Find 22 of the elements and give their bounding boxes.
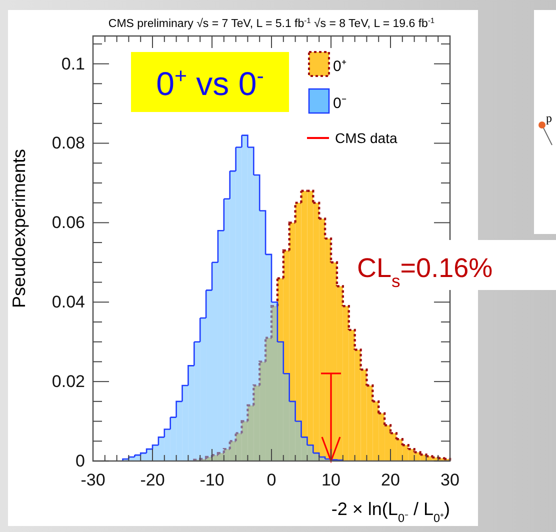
annotation: 0$^{+}$ vs 0$^{-}$ [156, 64, 264, 102]
x-tick-label: 0 [266, 470, 276, 490]
chart-title: CMS preliminary √s = 7 TeV, L = 5.1 fb$^{-1}$ √s = 8 TeV, L = 19.6 fb$^{-1}$ [108, 16, 435, 30]
text: p [546, 111, 552, 125]
x-tick-label: -30 [80, 470, 106, 490]
x-axis-title: -2 × ln(L$_{0⁻}$ / L$_{0⁺}$) [331, 499, 450, 524]
legend-label: CMS data [335, 130, 398, 146]
y-axis-title: Pseudoexperiments [9, 148, 29, 308]
x-tick-label: 20 [381, 470, 400, 490]
y-tick-label: 0.02 [52, 372, 85, 391]
legend-label: 0⁻ [333, 95, 346, 112]
y-tick-label: 0.04 [52, 292, 85, 312]
y-tick-label: 0 [76, 451, 85, 470]
legend-label: 0⁺ [333, 58, 346, 75]
y-tick-label: 0.06 [52, 213, 85, 232]
x-tick-label: 30 [440, 470, 460, 490]
annotation: CL$_{s}$=0.16% [357, 253, 493, 291]
x-tick-label: 10 [322, 470, 340, 490]
y-tick-label: 0.1 [61, 54, 85, 74]
y-tick-label: 0.08 [52, 134, 85, 153]
x-tick-label: -10 [200, 470, 224, 490]
x-tick-label: -20 [140, 470, 165, 490]
